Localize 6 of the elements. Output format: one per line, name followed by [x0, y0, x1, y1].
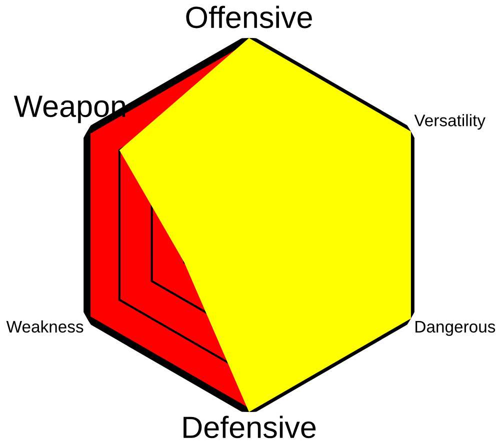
spoke-label: Defensive [184, 416, 316, 438]
spoke-label: Versatility [414, 114, 486, 130]
spoke-label: Offensive [186, 6, 312, 28]
spoke-label: Weapon [14, 96, 126, 124]
spoke-label: Dangerous [416, 320, 496, 336]
spoke-label: Weakness [6, 320, 84, 333]
